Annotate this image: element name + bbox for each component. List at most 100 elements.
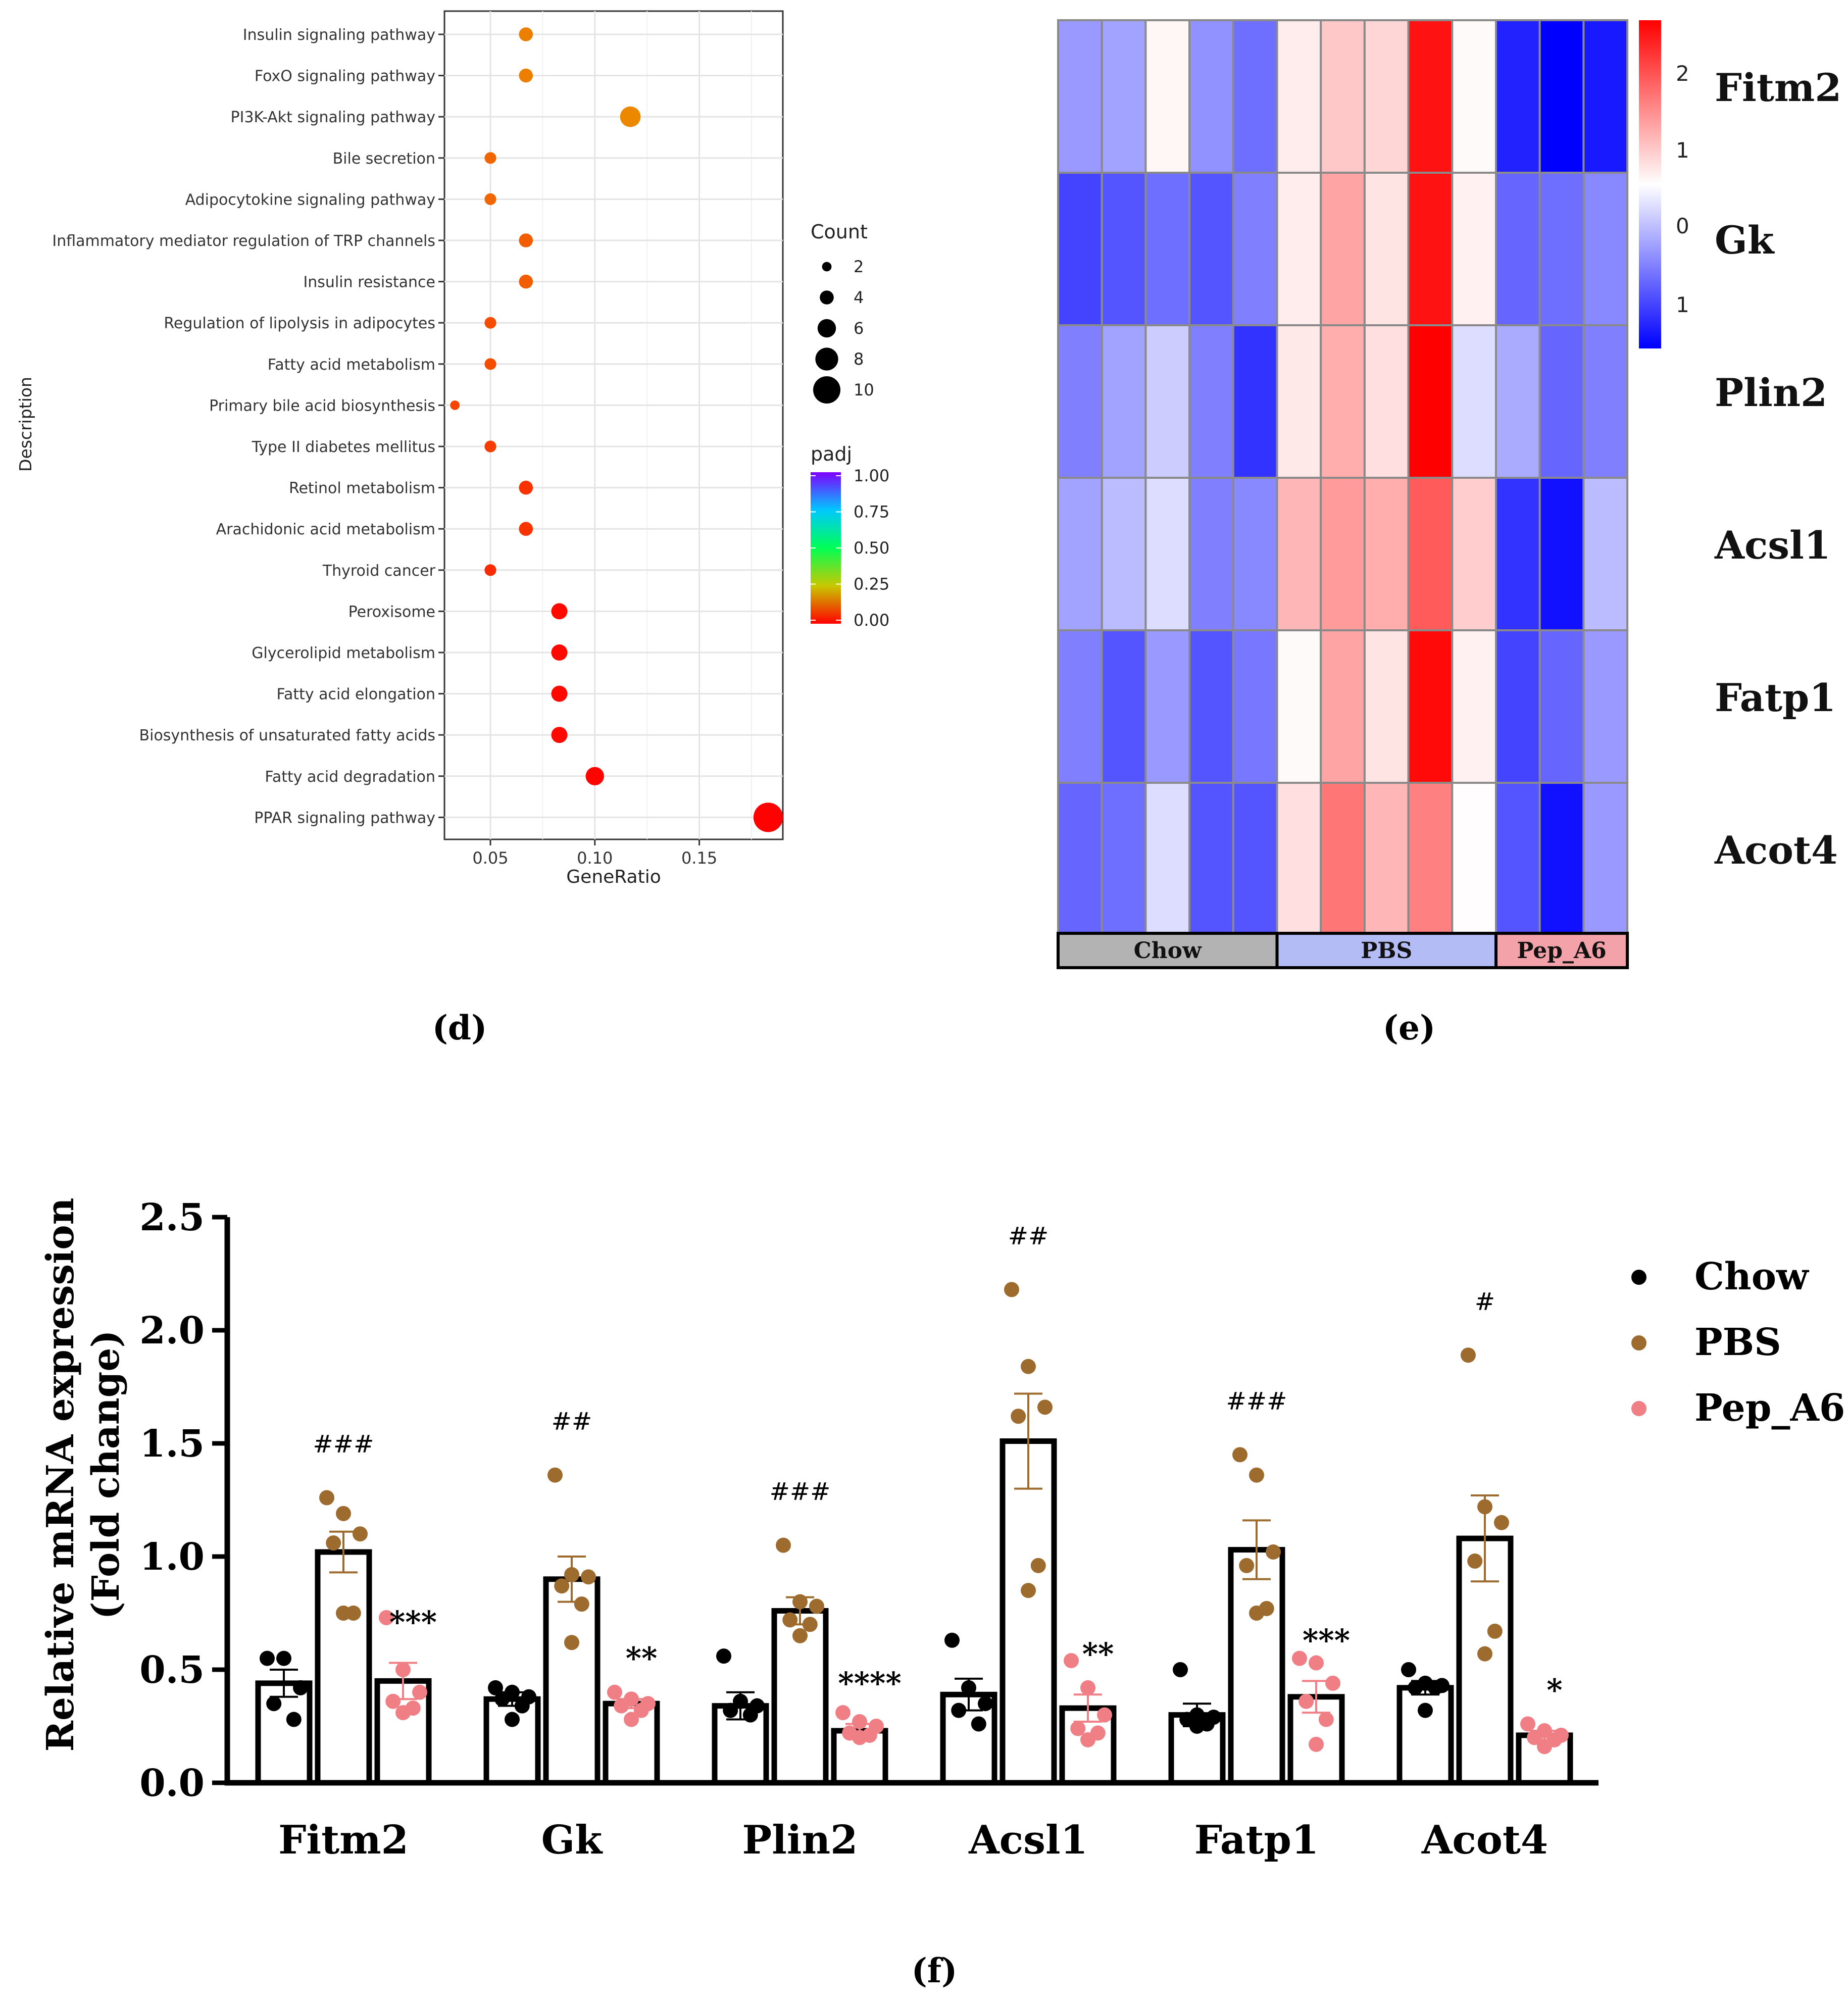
data-point-pbs bbox=[1477, 1646, 1492, 1662]
panel-label-e: (e) bbox=[1383, 1008, 1435, 1047]
dotplot-category-label: Biosynthesis of unsaturated fatty acids bbox=[139, 727, 435, 744]
count-legend-dot bbox=[817, 319, 836, 338]
data-point-pbs bbox=[1232, 1447, 1247, 1463]
dotplot-category-label: Primary bile acid biosynthesis bbox=[209, 397, 435, 415]
significance-hash: ### bbox=[770, 1478, 831, 1506]
heatmap-cell bbox=[1101, 324, 1147, 479]
y-tick-label: 2.5 bbox=[139, 1196, 205, 1239]
bar-chart-y-axis-title-line1: Relative mRNA expression bbox=[39, 1198, 82, 1752]
heatmap-group-box bbox=[1057, 932, 1279, 969]
data-point-pbs bbox=[1266, 1544, 1281, 1560]
data-point-pep_a6 bbox=[395, 1705, 411, 1721]
category-label: Acot4 bbox=[1421, 1817, 1548, 1863]
dotplot-xtick-label: 0.10 bbox=[577, 848, 613, 868]
data-point-pbs bbox=[1249, 1467, 1264, 1483]
dotplot-category-label: Regulation of lipolysis in adipocytes bbox=[164, 315, 435, 332]
dotplot-point bbox=[519, 480, 533, 495]
data-point-pep_a6 bbox=[614, 1698, 629, 1714]
y-tick-label: 0.0 bbox=[139, 1762, 205, 1805]
dotplot-plot-area bbox=[443, 10, 784, 840]
dotplot-category-label: Retinol metabolism bbox=[289, 480, 435, 497]
significance-hash: ## bbox=[1008, 1222, 1048, 1250]
data-point-chow bbox=[961, 1680, 976, 1695]
heatmap-cell bbox=[1363, 782, 1410, 936]
data-point-pep_a6 bbox=[1292, 1650, 1307, 1666]
heatmap-cell bbox=[1320, 629, 1366, 784]
data-point-chow bbox=[1418, 1702, 1433, 1718]
heatmap-cell bbox=[1320, 477, 1366, 631]
data-point-pbs bbox=[1021, 1359, 1036, 1374]
data-point-pep_a6 bbox=[395, 1662, 411, 1677]
category-label: Acsl1 bbox=[968, 1817, 1088, 1863]
dotplot-category-label: Adipocytokine signaling pathway bbox=[185, 191, 435, 209]
data-point-pbs bbox=[564, 1567, 579, 1582]
dotplot-category-label: Insulin resistance bbox=[303, 274, 435, 291]
dotplot-category-label: Peroxisome bbox=[348, 603, 435, 621]
heatmap-cell bbox=[1451, 477, 1497, 631]
data-point-pbs bbox=[1249, 1606, 1264, 1621]
heatmap-cell bbox=[1582, 782, 1629, 936]
dotplot-points bbox=[450, 27, 783, 832]
heatmap-cell bbox=[1144, 19, 1191, 174]
category-label: Fatp1 bbox=[1194, 1817, 1319, 1863]
legend-marker-chow bbox=[1631, 1270, 1646, 1285]
data-point-pbs bbox=[336, 1606, 351, 1621]
heatmap-cell bbox=[1495, 629, 1541, 784]
significance-hash: ### bbox=[313, 1430, 374, 1459]
data-point-pep_a6 bbox=[379, 1610, 394, 1625]
data-point-pep_a6 bbox=[633, 1702, 649, 1718]
heatmap-color-scale bbox=[1639, 20, 1661, 348]
data-point-pep_a6 bbox=[1064, 1653, 1079, 1669]
heatmap-cell bbox=[1232, 629, 1278, 784]
dotplot-gridlines bbox=[444, 11, 783, 839]
heatmap-scale-labels: 2 1 0 1 bbox=[1676, 61, 1689, 317]
significance-hash: # bbox=[1475, 1287, 1495, 1316]
data-point-pep_a6 bbox=[1298, 1693, 1314, 1709]
dotplot-x-ticks: 0.05 0.10 0.15 bbox=[472, 839, 717, 868]
dotplot-point bbox=[519, 274, 533, 289]
heatmap-cell bbox=[1407, 324, 1454, 479]
padj-label: 0.50 bbox=[854, 538, 889, 558]
heatmap-cell bbox=[1451, 782, 1497, 936]
dotplot-point bbox=[484, 193, 496, 205]
heatmap-cell bbox=[1582, 19, 1629, 174]
data-point-chow bbox=[514, 1698, 530, 1714]
heatmap-cell bbox=[1057, 782, 1103, 936]
padj-label: 0.25 bbox=[854, 575, 889, 594]
dotplot-point bbox=[519, 233, 533, 247]
heatmap-cell bbox=[1101, 172, 1147, 326]
significance-star: **** bbox=[838, 1666, 902, 1701]
heatmap-cell bbox=[1144, 782, 1191, 936]
data-point-pep_a6 bbox=[1070, 1721, 1086, 1736]
data-point-pbs bbox=[1494, 1515, 1509, 1530]
data-point-pep_a6 bbox=[835, 1705, 851, 1721]
y-tick-label: 1.5 bbox=[139, 1422, 205, 1466]
significance-star: ** bbox=[1082, 1636, 1114, 1672]
bar-chart-y-axis-title-line2: (Fold change) bbox=[84, 1330, 128, 1620]
heatmap-cell bbox=[1538, 19, 1585, 174]
heatmap-cell bbox=[1407, 19, 1454, 174]
heatmap-cell bbox=[1582, 324, 1629, 479]
significance-star: *** bbox=[389, 1605, 437, 1640]
data-point-pep_a6 bbox=[1309, 1655, 1324, 1671]
data-point-pbs bbox=[1030, 1558, 1046, 1573]
dotplot-point bbox=[519, 27, 533, 41]
heatmap-cell bbox=[1582, 477, 1629, 631]
dotplot-point bbox=[585, 767, 604, 786]
y-tick-label: 1.0 bbox=[139, 1535, 205, 1579]
data-point-pbs bbox=[1467, 1553, 1483, 1569]
data-point-pbs bbox=[554, 1578, 570, 1594]
data-point-pbs bbox=[1004, 1282, 1019, 1297]
data-point-pbs bbox=[792, 1628, 808, 1643]
heatmap-cell bbox=[1101, 629, 1147, 784]
heatmap-cell bbox=[1276, 19, 1322, 174]
heatmap-cell bbox=[1144, 477, 1191, 631]
heatmap-cell bbox=[1582, 172, 1629, 326]
dotplot-category-label: Insulin signaling pathway bbox=[243, 26, 435, 44]
dotplot-category-label: Glycerolipid metabolism bbox=[252, 644, 435, 662]
dotplot-xtick-label: 0.05 bbox=[472, 848, 508, 868]
data-point-chow bbox=[1408, 1680, 1423, 1695]
heatmap-cell bbox=[1276, 629, 1322, 784]
data-point-pbs bbox=[326, 1535, 341, 1551]
count-legend-label: 10 bbox=[854, 380, 874, 399]
